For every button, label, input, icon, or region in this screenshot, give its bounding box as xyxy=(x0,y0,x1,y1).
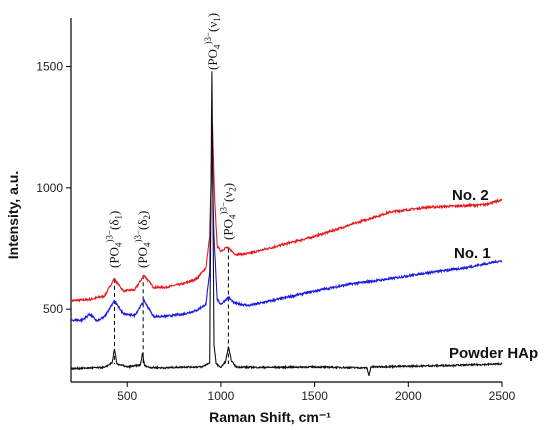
series-labels: No. 2 No. 1 Powder HAp xyxy=(449,187,538,362)
x-tick-label: 500 xyxy=(117,389,137,403)
series-line-no-1 xyxy=(70,139,503,324)
x-tick-label: 2500 xyxy=(489,389,516,403)
peak-annotation: (PO4)3−(δ1) xyxy=(105,211,124,268)
y-tick-label: 1000 xyxy=(36,181,63,195)
series-label-no-2: No. 2 xyxy=(452,187,489,204)
x-tick-label: 1500 xyxy=(301,389,328,403)
y-axis-title: Intensity, a.u. xyxy=(5,171,21,259)
x-tick-label: 1000 xyxy=(208,389,235,403)
ticks: 500 1000 1500 2000 2500 500 1000 1500 xyxy=(36,60,515,403)
y-tick-label: 1500 xyxy=(36,60,63,74)
peak-annotation: (PO4)3−(δ2) xyxy=(133,211,152,268)
x-axis-title: Raman Shift, cm⁻¹ xyxy=(209,409,331,425)
series-lines xyxy=(70,71,503,377)
series-label-powder-hap: Powder HAp xyxy=(449,345,538,362)
series-line-no-2 xyxy=(70,124,503,303)
dashed-markers xyxy=(113,248,229,364)
peak-annotations: (PO4)3−(δ1) (PO4)3−(δ2) (PO4)3−(ν1) (PO4)3−… xyxy=(105,13,238,268)
peak-annotation: (PO4)3−(ν1) xyxy=(203,13,222,70)
axes xyxy=(70,18,502,383)
peak-annotation: (PO4)3−(ν2) xyxy=(218,183,237,240)
series-line-powder-hap xyxy=(70,71,503,377)
y-tick-label: 500 xyxy=(43,302,63,316)
x-tick-label: 2000 xyxy=(395,389,422,403)
series-label-no-1: No. 1 xyxy=(454,245,491,262)
